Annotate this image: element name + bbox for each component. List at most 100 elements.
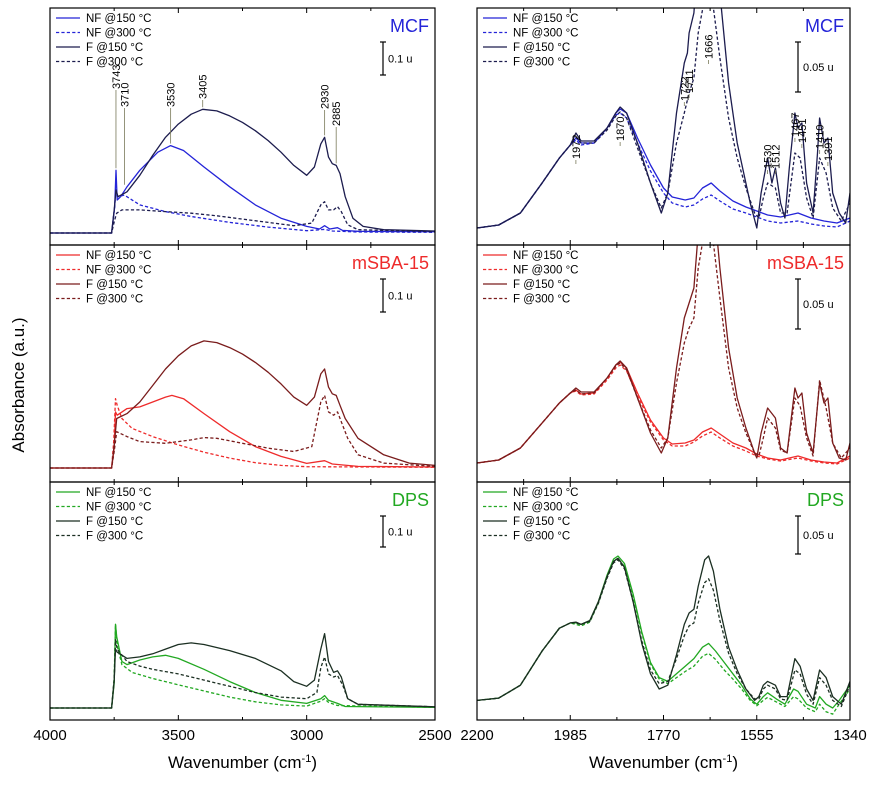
series-line-f150 [50, 632, 435, 709]
series-line-nf300 [50, 398, 435, 469]
legend-entry: F @150 °C [86, 42, 143, 54]
legend-entry: F @150 °C [513, 42, 570, 54]
legend-entry: NF @300 °C [513, 265, 579, 277]
x-tick-label: 2500 [418, 727, 451, 744]
x-tick-label: 3500 [162, 727, 195, 744]
scale-bar-label: 0.1 u [388, 291, 412, 303]
series-line-nf150 [477, 555, 850, 709]
peak-label: 1530 [763, 145, 775, 169]
series-line-nf150 [50, 394, 435, 469]
series-line-f300 [477, 8, 850, 229]
x-tick-label: 4000 [33, 727, 66, 744]
scale-bar-label: 0.1 u [388, 527, 412, 539]
sample-name: MCF [390, 16, 429, 36]
legend-entry: F @300 °C [513, 57, 570, 69]
legend-entry: F @300 °C [513, 294, 570, 306]
series-line-f300 [477, 559, 850, 708]
series-group [50, 340, 435, 469]
legend-entry: NF @300 °C [86, 502, 152, 514]
scale-bar-label: 0.05 u [803, 530, 834, 542]
legend-entry: NF @150 °C [86, 250, 152, 262]
legend-entry: F @150 °C [513, 279, 570, 291]
peak-label: 1391 [823, 137, 835, 161]
series-line-f300 [477, 245, 850, 464]
peak-label: 1467 [790, 113, 802, 137]
x-axis-title: Wavenumber (cm-1) [589, 753, 738, 772]
legend-entry: NF @150 °C [86, 13, 152, 25]
sample-name: mSBA-15 [767, 253, 844, 273]
legend-entry: F @300 °C [86, 57, 143, 69]
series-group [50, 623, 435, 709]
legend-entry: F @300 °C [86, 531, 143, 543]
peak-label: 1711 [684, 69, 696, 93]
legend-entry: NF @150 °C [513, 250, 579, 262]
scale-bar-label: 0.1 u [388, 54, 412, 66]
peak-label: 1512 [770, 145, 782, 169]
series-line-nf300 [477, 364, 850, 465]
series-line-nf150 [50, 144, 435, 234]
peak-label: 1666 [704, 35, 716, 59]
peak-label: 2930 [320, 85, 332, 109]
legend-entry: NF @300 °C [513, 502, 579, 514]
sample-name: DPS [807, 490, 844, 510]
legend-entry: NF @300 °C [513, 28, 579, 40]
series-line-f150 [50, 108, 435, 234]
y-axis-title: Absorbance (a.u.) [9, 317, 28, 452]
x-tick-label: 3000 [290, 727, 323, 744]
series-line-f300 [50, 394, 435, 469]
legend-entry: F @150 °C [86, 279, 143, 291]
series-group [50, 108, 435, 234]
legend-entry: F @150 °C [513, 516, 570, 528]
series-line-f300 [50, 201, 435, 234]
series-line-nf150 [50, 623, 435, 709]
legend-entry: NF @150 °C [86, 487, 152, 499]
legend-entry: NF @150 °C [513, 13, 579, 25]
x-tick-label: 2200 [460, 727, 493, 744]
peak-label: 3530 [166, 83, 178, 107]
sample-name: mSBA-15 [352, 253, 429, 273]
legend-entry: NF @300 °C [86, 265, 152, 277]
legend-entry: F @300 °C [86, 294, 143, 306]
panel-dps-high: NF @150 °C NF @300 °C F @150 °C F @300 °C DP… [49, 481, 436, 721]
series-group [477, 8, 850, 229]
legend-entry: NF @150 °C [513, 487, 579, 499]
peak-label: 1451 [797, 119, 809, 143]
peak-label: 2885 [331, 102, 343, 126]
peak-label: 3405 [198, 75, 210, 99]
panel-msba-15-low: NF @150 °C NF @300 °C F @150 °C F @300 °C mS… [476, 244, 851, 483]
panel-dps-low: NF @150 °C NF @300 °C F @150 °C F @300 °C DP… [476, 481, 851, 721]
x-axis-titles: 4000 3500 3000 2500 Wavenumber (cm-1) 2200 198… [33, 727, 866, 772]
sample-name: MCF [805, 16, 844, 36]
peak-label: 1410 [815, 125, 827, 149]
x-tick-label: 1340 [833, 727, 866, 744]
sample-name: DPS [392, 490, 429, 510]
series-line-nf300 [50, 623, 435, 709]
panel-msba-15-high: NF @150 °C NF @300 °C F @150 °C F @300 °C mS… [49, 244, 436, 483]
series-line-f150 [50, 340, 435, 469]
x-tick-label: 1770 [647, 727, 680, 744]
legend-entry: F @150 °C [86, 516, 143, 528]
series-line-f150 [477, 555, 850, 705]
panel-grid: NF @150 °C NF @300 °C F @150 °C F @300 °C MC… [49, 7, 851, 721]
series-line-f150 [477, 8, 850, 229]
x-tick-label: 1555 [740, 727, 773, 744]
peak-label: 1722 [679, 77, 691, 101]
series-line-nf300 [477, 557, 850, 715]
series-line-f300 [50, 639, 435, 709]
x-tick-label: 1985 [554, 727, 587, 744]
series-group [477, 245, 850, 465]
scale-bar-label: 0.05 u [803, 62, 834, 74]
series-line-f150 [477, 245, 850, 464]
x-axis-title: Wavenumber (cm-1) [168, 753, 317, 772]
peak-label: 1972 [571, 135, 583, 159]
series-group [477, 555, 850, 715]
scale-bar-label: 0.05 u [803, 299, 834, 311]
peak-label: 3710 [119, 83, 131, 107]
peak-label: 3743 [111, 65, 123, 89]
legend-entry: F @300 °C [513, 531, 570, 543]
panel-mcf-low: NF @150 °C NF @300 °C F @150 °C F @300 °C MC… [476, 7, 851, 246]
legend-entry: NF @300 °C [86, 28, 152, 40]
panel-mcf-high: NF @150 °C NF @300 °C F @150 °C F @300 °C MC… [49, 7, 436, 246]
peak-label: 1870 [615, 117, 627, 141]
